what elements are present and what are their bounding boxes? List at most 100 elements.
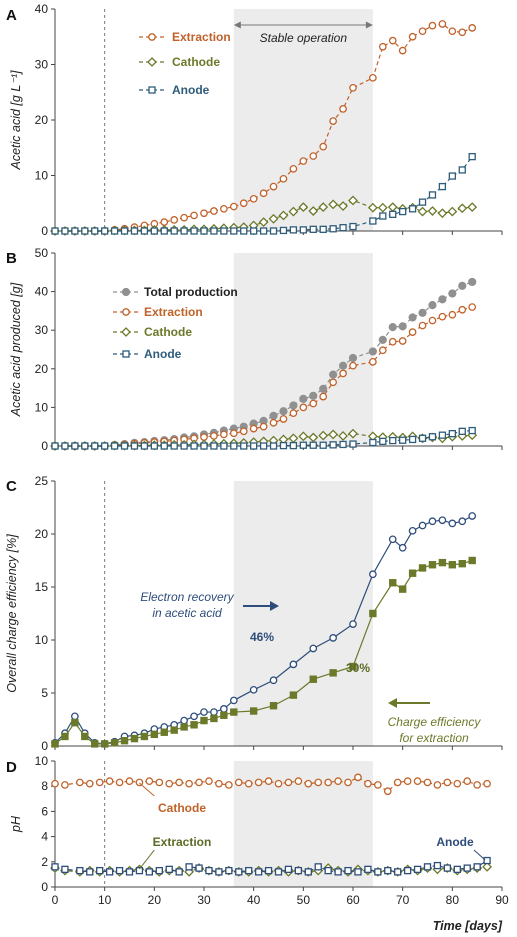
arrow-head-left [233, 21, 241, 29]
data-point [71, 442, 79, 450]
data-point [319, 384, 328, 393]
data-point [230, 708, 238, 716]
data-point [61, 442, 69, 450]
data-point [210, 432, 218, 440]
data-point [125, 868, 134, 876]
data-point [438, 558, 447, 567]
data-point [130, 734, 139, 743]
annotation-charge-efficiency-line2: for extraction [399, 731, 469, 745]
data-point [269, 227, 278, 235]
data-point [249, 424, 258, 433]
data-point [279, 415, 288, 423]
data-point [294, 866, 303, 875]
data-point [210, 714, 218, 723]
data-point [428, 517, 437, 526]
data-point [433, 861, 442, 870]
data-point [195, 778, 203, 787]
series-anode [51, 856, 491, 876]
data-point [448, 519, 457, 528]
data-point [170, 442, 178, 450]
y-tick-label: 5 [41, 686, 48, 700]
data-point [125, 777, 134, 786]
data-point [230, 442, 238, 450]
data-point [334, 777, 342, 786]
data-point [259, 227, 268, 235]
data-point [348, 428, 358, 439]
y-tick-label: 30 [35, 58, 49, 72]
data-point [210, 442, 218, 450]
data-point [463, 864, 471, 872]
y-tick-label: 8 [41, 779, 48, 793]
panel-letter: A [6, 7, 17, 24]
data-point [309, 391, 318, 400]
data-point [200, 716, 208, 725]
data-point [130, 442, 139, 450]
data-point [309, 152, 318, 160]
data-point [279, 441, 288, 450]
data-point [467, 202, 478, 213]
data-point [190, 712, 198, 721]
data-point [369, 73, 377, 82]
data-point [403, 777, 412, 786]
data-point [399, 436, 407, 444]
data-point [185, 779, 193, 788]
data-point [200, 708, 208, 716]
data-point [468, 152, 476, 161]
data-point [379, 212, 387, 220]
data-point [71, 718, 79, 727]
data-point [369, 570, 377, 579]
x-tick-label: 80 [446, 893, 460, 907]
data-point [278, 210, 289, 221]
series-anode [51, 152, 476, 235]
y-tick-label: 10 [35, 400, 49, 414]
data-point [81, 732, 89, 741]
stable-operation-region [233, 9, 373, 231]
data-point [101, 442, 109, 450]
y-tick-label: 10 [35, 754, 49, 768]
legend-item: Extraction [113, 305, 203, 319]
data-point [339, 440, 347, 449]
data-point [61, 227, 69, 235]
data-point [51, 442, 59, 450]
data-point [145, 868, 154, 876]
data-point [85, 779, 94, 788]
data-point [150, 730, 159, 739]
data-point [379, 437, 387, 446]
series-cathode [51, 773, 491, 796]
data-point [200, 442, 208, 450]
data-point [458, 166, 466, 174]
stable-operation-label: Stable operation [260, 31, 348, 45]
data-point [377, 202, 388, 213]
data-point [369, 438, 377, 447]
panel-b: 0 10 20 30 40 50 B Acetic acid produced [g] Tota… [6, 246, 503, 453]
data-point [140, 732, 149, 741]
data-point [448, 172, 456, 180]
data-point [190, 211, 198, 220]
data-point [438, 295, 447, 304]
data-point [240, 227, 248, 235]
data-point [205, 866, 213, 875]
data-point [95, 778, 104, 787]
data-point [140, 227, 149, 235]
data-point [294, 777, 303, 786]
series-anode [51, 426, 476, 450]
annotation-arrowhead-electron [270, 601, 279, 611]
data-point [398, 543, 407, 552]
data-point [155, 778, 164, 787]
x-tick-label: 90 [495, 893, 509, 907]
data-point [160, 218, 169, 226]
data-point [215, 868, 223, 876]
data-point [75, 778, 84, 787]
data-point [51, 740, 59, 748]
data-point [230, 227, 238, 235]
data-point [289, 409, 298, 418]
data-point [319, 142, 328, 151]
data-point [408, 526, 417, 535]
data-point [384, 866, 392, 875]
x-tick-label: 60 [346, 893, 360, 907]
data-point [249, 194, 258, 203]
data-point [468, 24, 477, 32]
data-point [468, 426, 476, 435]
data-point [399, 207, 407, 216]
data-point [190, 721, 198, 729]
